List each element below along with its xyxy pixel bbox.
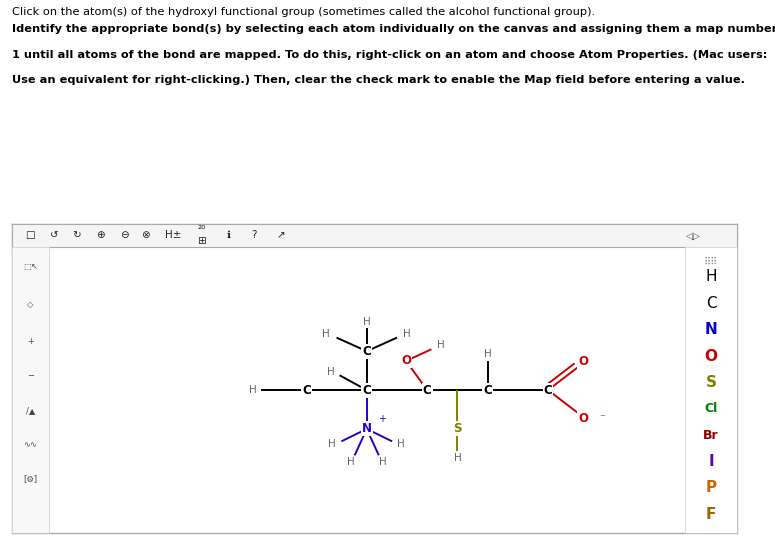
Text: ⊕: ⊕ xyxy=(96,230,105,241)
Text: O: O xyxy=(578,356,588,368)
Text: F: F xyxy=(706,507,716,521)
Text: ℹ: ℹ xyxy=(226,230,230,241)
Text: H: H xyxy=(322,329,330,339)
Text: H: H xyxy=(250,385,257,395)
Text: ²⁰
⊞: ²⁰ ⊞ xyxy=(197,224,206,246)
Text: S: S xyxy=(453,422,462,435)
Text: H: H xyxy=(379,457,387,466)
Text: H: H xyxy=(363,317,370,327)
Text: O: O xyxy=(401,355,411,368)
Text: Click on the atom(s) of the hydroxyl functional group (sometimes called the alco: Click on the atom(s) of the hydroxyl fun… xyxy=(12,7,595,16)
Text: C: C xyxy=(484,383,492,396)
Text: Br: Br xyxy=(703,428,718,441)
Text: +: + xyxy=(27,337,34,346)
Text: [⚙]: [⚙] xyxy=(23,475,37,483)
Text: H: H xyxy=(484,349,491,359)
Text: P: P xyxy=(705,480,717,495)
Text: H: H xyxy=(398,439,405,450)
Text: H±: H± xyxy=(164,230,181,241)
Text: N: N xyxy=(362,422,372,435)
Text: S: S xyxy=(705,375,716,390)
Text: ⬚↖: ⬚↖ xyxy=(23,262,38,272)
Text: ⊖: ⊖ xyxy=(119,230,129,241)
Text: H: H xyxy=(346,457,354,466)
Text: □: □ xyxy=(26,230,35,241)
Text: ⊗: ⊗ xyxy=(141,230,150,241)
Text: H: H xyxy=(453,453,461,463)
Text: Cl: Cl xyxy=(704,402,718,415)
Text: ?: ? xyxy=(252,230,257,241)
Text: ⠿⠿: ⠿⠿ xyxy=(704,257,718,267)
Text: −: − xyxy=(27,371,34,380)
Text: ↻: ↻ xyxy=(72,230,81,241)
Text: ◁▷: ◁▷ xyxy=(686,230,701,241)
Text: O: O xyxy=(704,349,718,363)
Text: ◇: ◇ xyxy=(27,300,34,308)
Text: H: H xyxy=(403,329,411,339)
Text: ↺: ↺ xyxy=(50,230,59,241)
Text: C: C xyxy=(705,296,716,311)
Text: 1 until all atoms of the bond are mapped. To do this, right-click on an atom and: 1 until all atoms of the bond are mapped… xyxy=(12,50,768,60)
Text: +: + xyxy=(378,414,386,424)
Text: H: H xyxy=(436,340,444,350)
Text: H: H xyxy=(326,367,334,377)
Text: Identify the appropriate bond(s) by selecting each atom individually on the canv: Identify the appropriate bond(s) by sele… xyxy=(12,24,775,34)
Text: ↗: ↗ xyxy=(277,230,286,241)
Text: C: C xyxy=(423,383,432,396)
Text: C: C xyxy=(544,383,553,396)
Text: H: H xyxy=(329,439,336,450)
Text: ∿∿: ∿∿ xyxy=(23,440,37,449)
Text: N: N xyxy=(704,322,718,337)
Text: /▲: /▲ xyxy=(26,406,35,415)
Text: Use an equivalent for right-clicking.) Then, clear the check mark to enable the : Use an equivalent for right-clicking.) T… xyxy=(12,75,746,85)
Text: H: H xyxy=(705,269,717,285)
Text: ⁻: ⁻ xyxy=(600,413,605,423)
Text: C: C xyxy=(363,345,371,358)
Text: C: C xyxy=(363,383,371,396)
Text: I: I xyxy=(708,454,714,469)
Text: O: O xyxy=(578,412,588,425)
Text: C: C xyxy=(302,383,311,396)
